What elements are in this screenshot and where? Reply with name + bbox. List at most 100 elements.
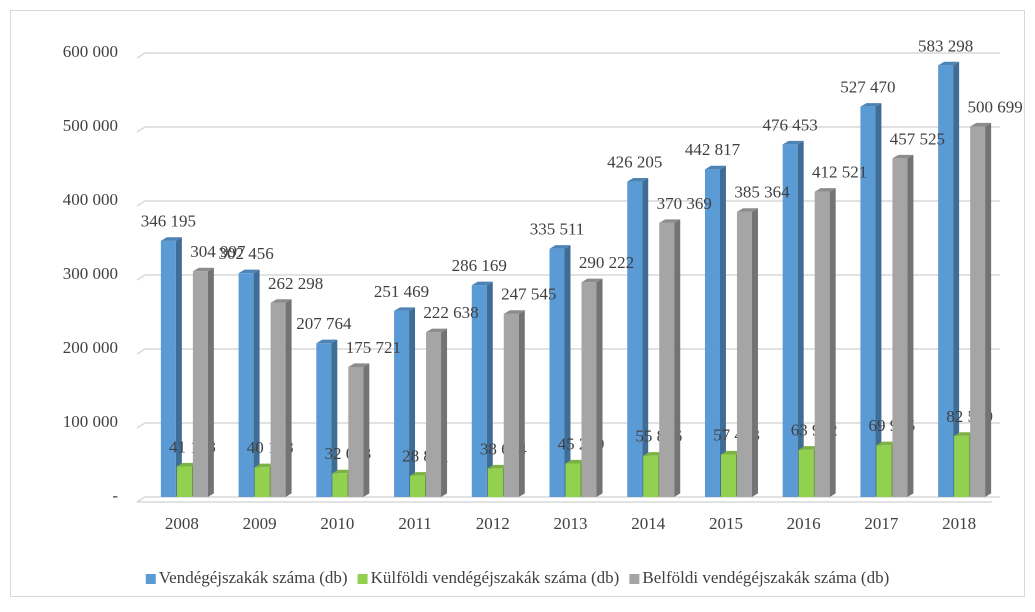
- bar-top: [876, 441, 898, 446]
- bar-top: [736, 208, 758, 212]
- legend: Vendégéjszakák száma (db) Külföldi vendég…: [145, 568, 889, 587]
- grid-depth: [136, 52, 146, 59]
- legend-label: Külföldi vendégéjszakák száma (db): [371, 568, 620, 587]
- bar-side: [441, 328, 448, 497]
- bar-side: [985, 122, 992, 497]
- data-label: 251 469: [374, 282, 429, 301]
- bar: [954, 435, 970, 497]
- bar-top: [549, 245, 571, 249]
- legend-swatch: [145, 574, 156, 584]
- bar-side: [797, 140, 804, 498]
- bar: [316, 343, 332, 497]
- bar: [782, 144, 798, 497]
- grid-depth: [136, 496, 146, 503]
- bar-top: [954, 432, 976, 436]
- bar-top: [160, 237, 182, 241]
- bar: [627, 181, 643, 497]
- bar: [471, 285, 487, 497]
- bar-side: [751, 208, 758, 497]
- data-label: 302 456: [218, 244, 273, 263]
- y-tick-label: 600 000: [63, 42, 118, 61]
- bar: [565, 463, 581, 497]
- bar: [426, 332, 442, 497]
- bar-side: [363, 363, 370, 497]
- bar-top: [643, 452, 665, 456]
- bar: [238, 273, 254, 497]
- bar-side: [253, 269, 260, 497]
- x-tick-label: 2017: [864, 514, 899, 533]
- bar-top: [798, 446, 820, 450]
- y-tick-label: 500 000: [63, 116, 118, 135]
- bar-side: [486, 281, 493, 497]
- bar-side: [674, 219, 681, 497]
- data-label: 442 817: [685, 140, 741, 159]
- bar-side: [285, 299, 292, 497]
- x-tick-label: 2015: [709, 514, 743, 533]
- x-tick-label: 2009: [243, 514, 277, 533]
- bar-side: [875, 103, 882, 497]
- data-label: 370 369: [657, 194, 712, 213]
- bar: [860, 106, 876, 497]
- data-label: 207 764: [296, 314, 352, 333]
- bar-top: [471, 281, 493, 286]
- bar-top: [659, 219, 681, 223]
- grid-depth: [136, 274, 146, 281]
- bar-side: [518, 310, 525, 497]
- bar: [581, 282, 597, 497]
- legend-swatch: [357, 574, 368, 584]
- bar-top: [581, 278, 603, 283]
- y-tick-label: 300 000: [63, 264, 118, 283]
- bar-top: [192, 267, 214, 272]
- bar-side: [331, 339, 338, 497]
- bar-top: [426, 328, 448, 333]
- bar-top: [627, 178, 649, 182]
- grid-depth: [136, 422, 146, 429]
- bar: [704, 169, 720, 497]
- data-label: 286 169: [452, 256, 507, 275]
- bar-top: [565, 459, 587, 464]
- bar: [332, 473, 348, 497]
- data-label: 457 525: [890, 129, 945, 148]
- bar-top: [316, 339, 338, 344]
- bar: [192, 271, 208, 497]
- data-label: 304 997: [190, 242, 246, 261]
- x-tick-label: 2013: [554, 514, 588, 533]
- y-tick-label: 100 000: [63, 412, 118, 431]
- bar-top: [238, 269, 260, 274]
- bar: [410, 475, 426, 497]
- grid-depth: [136, 126, 146, 133]
- bar-top: [970, 122, 992, 127]
- bar-top: [394, 307, 416, 311]
- bar-top: [814, 188, 836, 192]
- bar-side: [907, 154, 914, 498]
- bar-side: [175, 237, 182, 497]
- bar: [876, 445, 892, 497]
- data-label: 426 205: [607, 153, 662, 172]
- bar-top: [254, 463, 276, 468]
- bar: [720, 454, 736, 497]
- x-tick-label: 2012: [476, 514, 510, 533]
- bar-side: [207, 267, 214, 497]
- bar-top: [720, 450, 742, 455]
- bar-side: [642, 178, 649, 497]
- data-label: 175 721: [346, 338, 401, 357]
- bar: [970, 126, 986, 498]
- bar: [814, 191, 830, 497]
- bar-top: [332, 469, 354, 474]
- data-label: 385 364: [734, 183, 790, 202]
- bar-side: [409, 307, 416, 497]
- data-label: 290 222: [579, 253, 634, 272]
- bar: [892, 158, 908, 497]
- bar-top: [176, 462, 198, 467]
- bar-top: [938, 61, 960, 66]
- bar-top: [270, 299, 292, 303]
- legend-label: Vendégéjszakák száma (db): [159, 568, 348, 587]
- bar-side: [596, 278, 603, 497]
- bar-top: [487, 464, 509, 469]
- x-tick-label: 2010: [320, 514, 354, 533]
- y-tick-label: 400 000: [63, 190, 118, 209]
- bar-side: [719, 165, 726, 497]
- bar: [394, 310, 410, 497]
- bar: [659, 222, 675, 497]
